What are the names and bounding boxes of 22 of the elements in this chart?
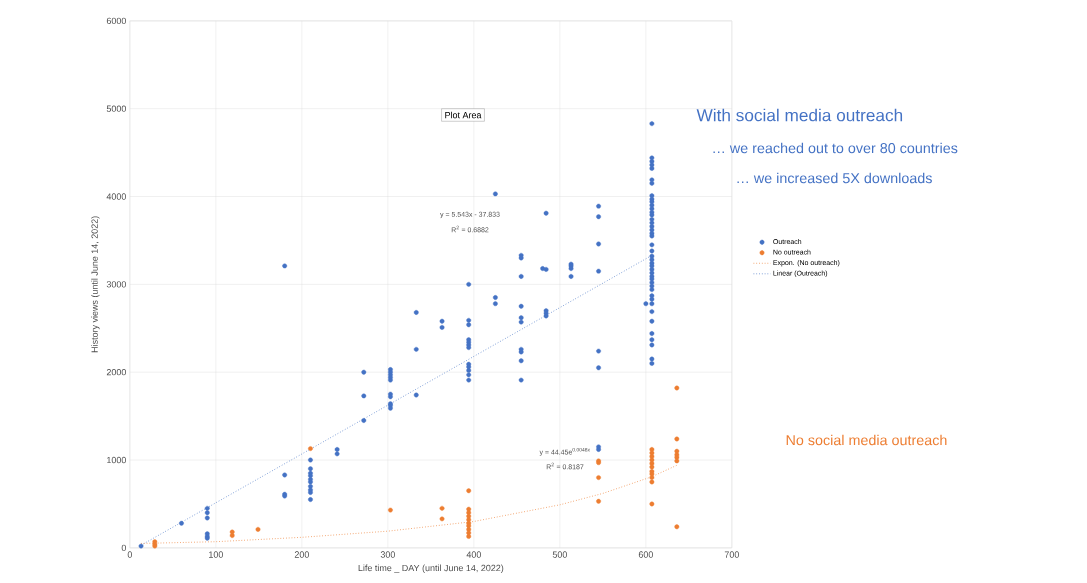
x-tick-label: 600 bbox=[638, 551, 653, 558]
y-axis-title: History views (until June 14, 2022) bbox=[91, 216, 100, 353]
y-tick-label: 0 bbox=[121, 544, 126, 552]
annotation: With social media outreach bbox=[696, 108, 903, 122]
y-tick-label: 2000 bbox=[106, 369, 126, 376]
x-tick-label: 700 bbox=[724, 551, 739, 558]
x-tick-label: 100 bbox=[209, 551, 223, 558]
text: No social media outreach bbox=[786, 434, 947, 446]
y-tick-label: 1000 bbox=[107, 456, 126, 464]
annotation: … we reached out to over 80 countries bbox=[713, 142, 958, 154]
x-tick-label: 500 bbox=[552, 551, 567, 558]
text: … we increased 5X downloads bbox=[737, 172, 932, 184]
x-tick-label: 300 bbox=[380, 551, 395, 558]
x-axis-title: Life time _ DAY (until June 14, 2022) bbox=[358, 564, 504, 573]
y-tick-label: 3000 bbox=[106, 281, 126, 288]
x-tick-label: 0 bbox=[127, 551, 133, 558]
annotation: Plot Area bbox=[445, 111, 482, 119]
x-tick-label: 400 bbox=[466, 551, 481, 558]
y-tick-label: 6000 bbox=[106, 17, 126, 25]
y-tick-label: 4000 bbox=[106, 193, 126, 200]
x-tick-label: 200 bbox=[294, 551, 309, 558]
y-tick-label: 5000 bbox=[106, 105, 126, 112]
